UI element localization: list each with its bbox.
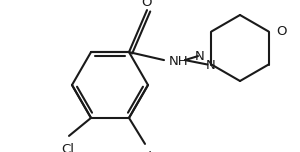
Text: NH: NH <box>169 55 189 68</box>
Text: N: N <box>195 50 205 63</box>
Text: Cl: Cl <box>61 143 74 152</box>
Text: O: O <box>277 25 287 38</box>
Text: N: N <box>206 59 215 72</box>
Text: Cl: Cl <box>140 151 152 152</box>
Text: O: O <box>142 0 152 9</box>
